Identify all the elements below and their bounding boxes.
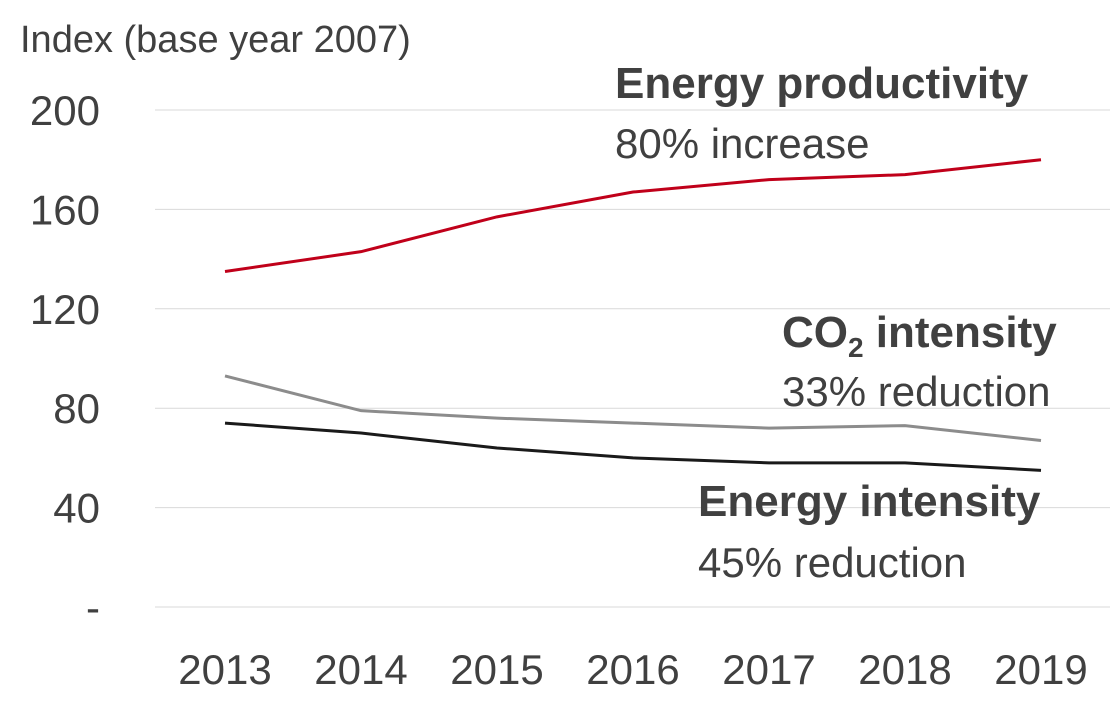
- label-energy-intensity: Energy intensity: [698, 477, 1041, 526]
- x-tick-label: 2015: [450, 646, 543, 693]
- x-tick-label: 2018: [858, 646, 951, 693]
- y-tick-label: -: [86, 584, 100, 631]
- label-co2-intensity: CO2 intensity: [782, 308, 1057, 363]
- y-tick-label: 160: [30, 186, 100, 233]
- series-line-energy-productivity: [224, 158, 1042, 274]
- y-tick-label: 200: [30, 87, 100, 134]
- y-tick-label: 120: [30, 286, 100, 333]
- y-tick-label: 40: [53, 485, 100, 532]
- label-energy-productivity: Energy productivity: [615, 59, 1029, 108]
- y-tick-labels: - 40 80 120 160 200: [30, 87, 100, 631]
- series-line-co2-intensity: [224, 374, 1042, 442]
- x-tick-label: 2013: [178, 646, 271, 693]
- x-tick-label: 2017: [722, 646, 815, 693]
- gridlines: [155, 109, 1110, 608]
- y-axis-label: Index (base year 2007): [20, 19, 411, 61]
- series-line-energy-intensity: [224, 421, 1042, 472]
- x-tick-label: 2014: [314, 646, 407, 693]
- note-energy-intensity: 45% reduction: [698, 539, 967, 586]
- note-co2-intensity: 33% reduction: [782, 368, 1051, 415]
- note-energy-productivity: 80% increase: [615, 120, 869, 167]
- x-tick-label: 2019: [994, 646, 1087, 693]
- y-tick-label: 80: [53, 385, 100, 432]
- series-lines: [224, 158, 1042, 472]
- x-tick-label: 2016: [586, 646, 679, 693]
- x-tick-labels: 2013 2014 2015 2016 2017 2018 2019: [178, 646, 1087, 693]
